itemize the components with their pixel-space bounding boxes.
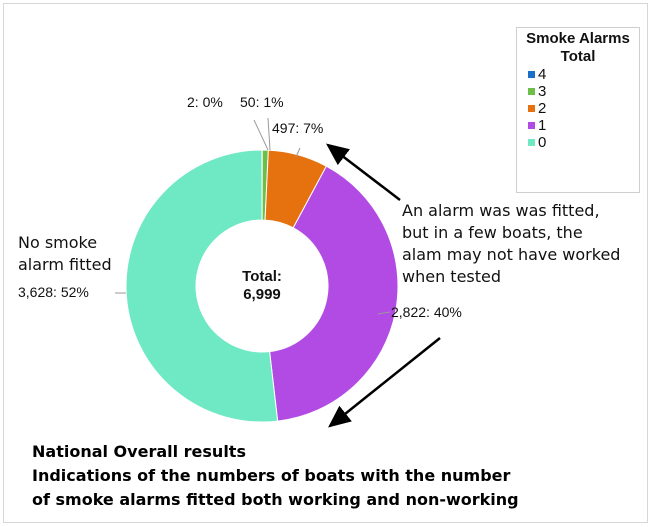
legend-item-0: 0: [517, 134, 639, 151]
slice-1: [269, 165, 399, 422]
annotation-no-alarm: No smoke alarm fitted: [18, 232, 112, 276]
center-total-label: Total:: [242, 268, 282, 285]
legend-swatch: [528, 88, 535, 95]
legend-label: 3: [538, 83, 547, 100]
arrow-to-slice-1: [328, 337, 441, 428]
legend-swatch: [528, 139, 535, 146]
leader-line-4: [253, 119, 269, 151]
slice-label-4: 2: 0%: [187, 94, 223, 110]
slice-0: [125, 149, 279, 423]
legend-swatch: [528, 105, 535, 112]
donut-slices: [125, 149, 399, 423]
caption-line-2: Indications of the numbers of boats with…: [32, 466, 511, 485]
legend-label: 0: [538, 134, 547, 151]
annotation-line: when tested: [402, 267, 502, 286]
center-total-value: 6,999: [243, 286, 281, 303]
annotation-line: but in a few boats, the: [402, 223, 583, 242]
slice-label-2: 497: 7%: [272, 120, 324, 136]
arrow-to-slice-2: [326, 143, 401, 201]
legend-swatch: [528, 71, 535, 78]
legend-label: 2: [538, 100, 547, 117]
leader-line-1: [377, 311, 391, 315]
leader-line-2: [295, 147, 301, 158]
legend-title: Smoke Alarms Total: [517, 30, 639, 66]
legend-item-4: 4: [517, 66, 639, 83]
slice-label-1: 2,822: 40%: [391, 304, 462, 320]
annotation-line: alam may not have worked: [402, 245, 621, 264]
slice-label-0: 3,628: 52%: [18, 284, 89, 300]
legend-item-3: 3: [517, 83, 639, 100]
legend-label: 4: [538, 66, 547, 83]
legend-title-line1: Smoke Alarms: [526, 30, 630, 47]
annotation-alarm-fitted: An alarm was was fitted, but in a few bo…: [402, 200, 620, 288]
annotation-line: alarm fitted: [18, 255, 112, 274]
annotation-line: No smoke: [18, 233, 98, 252]
chart-caption: National Overall results Indications of …: [32, 440, 519, 512]
caption-line-1: National Overall results: [32, 442, 246, 461]
leader-line-3: [267, 117, 271, 151]
legend-item-2: 2: [517, 100, 639, 117]
legend-swatch: [528, 122, 535, 129]
annotation-line: An alarm was was fitted,: [402, 201, 600, 220]
slice-label-3: 50: 1%: [240, 94, 284, 110]
donut-center-total: Total: 6,999: [212, 268, 312, 304]
legend-item-1: 1: [517, 117, 639, 134]
caption-line-3: of smoke alarms fitted both working and …: [32, 490, 519, 509]
legend-title-line2: Total: [560, 48, 596, 65]
legend-label: 1: [538, 117, 547, 134]
